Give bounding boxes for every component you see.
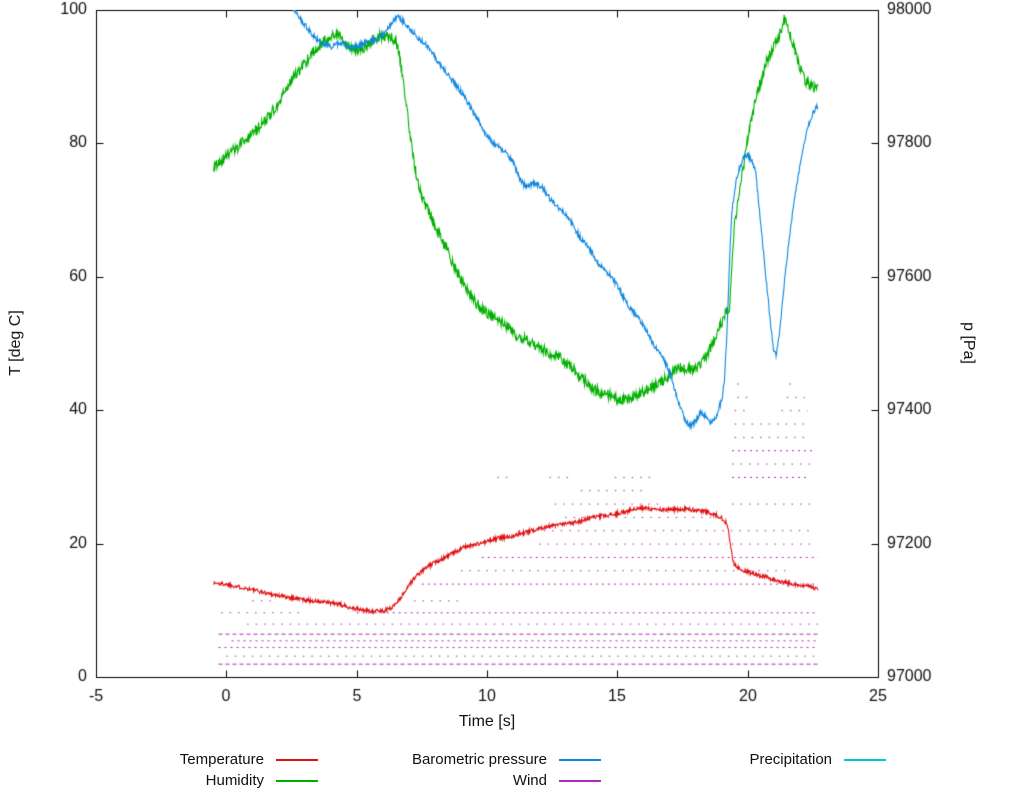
left-axis-title: T [deg C] — [7, 310, 24, 376]
legend-line-sample-precipitation — [844, 758, 886, 761]
legend-label-precipitation: Precipitation — [749, 751, 832, 768]
x-axis-title: Time [s] — [458, 713, 516, 730]
legend-item-barometric-pressure: Barometric pressure — [318, 750, 601, 769]
legend-label-wind: Wind — [512, 772, 547, 789]
legend-line-sample-wind — [559, 779, 601, 782]
legend-item-temperature: Temperature — [96, 750, 318, 769]
legend-item-precipitation: Precipitation — [601, 750, 886, 769]
legend-line-sample-barometric-pressure — [559, 758, 601, 761]
right-axis-title: p [Pa] — [960, 322, 977, 364]
legend-item-wind: Wind — [318, 771, 601, 790]
legend-label-barometric-pressure: Barometric pressure — [411, 751, 547, 768]
legend-label-humidity: Humidity — [205, 772, 264, 789]
legend-line-sample-humidity — [276, 779, 318, 782]
legend-item-humidity: Humidity — [96, 771, 318, 790]
legend-spacer — [601, 771, 886, 790]
chart-legend: Temperature Barometric pressure Precipit… — [96, 750, 886, 790]
legend-label-temperature: Temperature — [179, 751, 264, 768]
legend-line-sample-temperature — [276, 758, 318, 761]
